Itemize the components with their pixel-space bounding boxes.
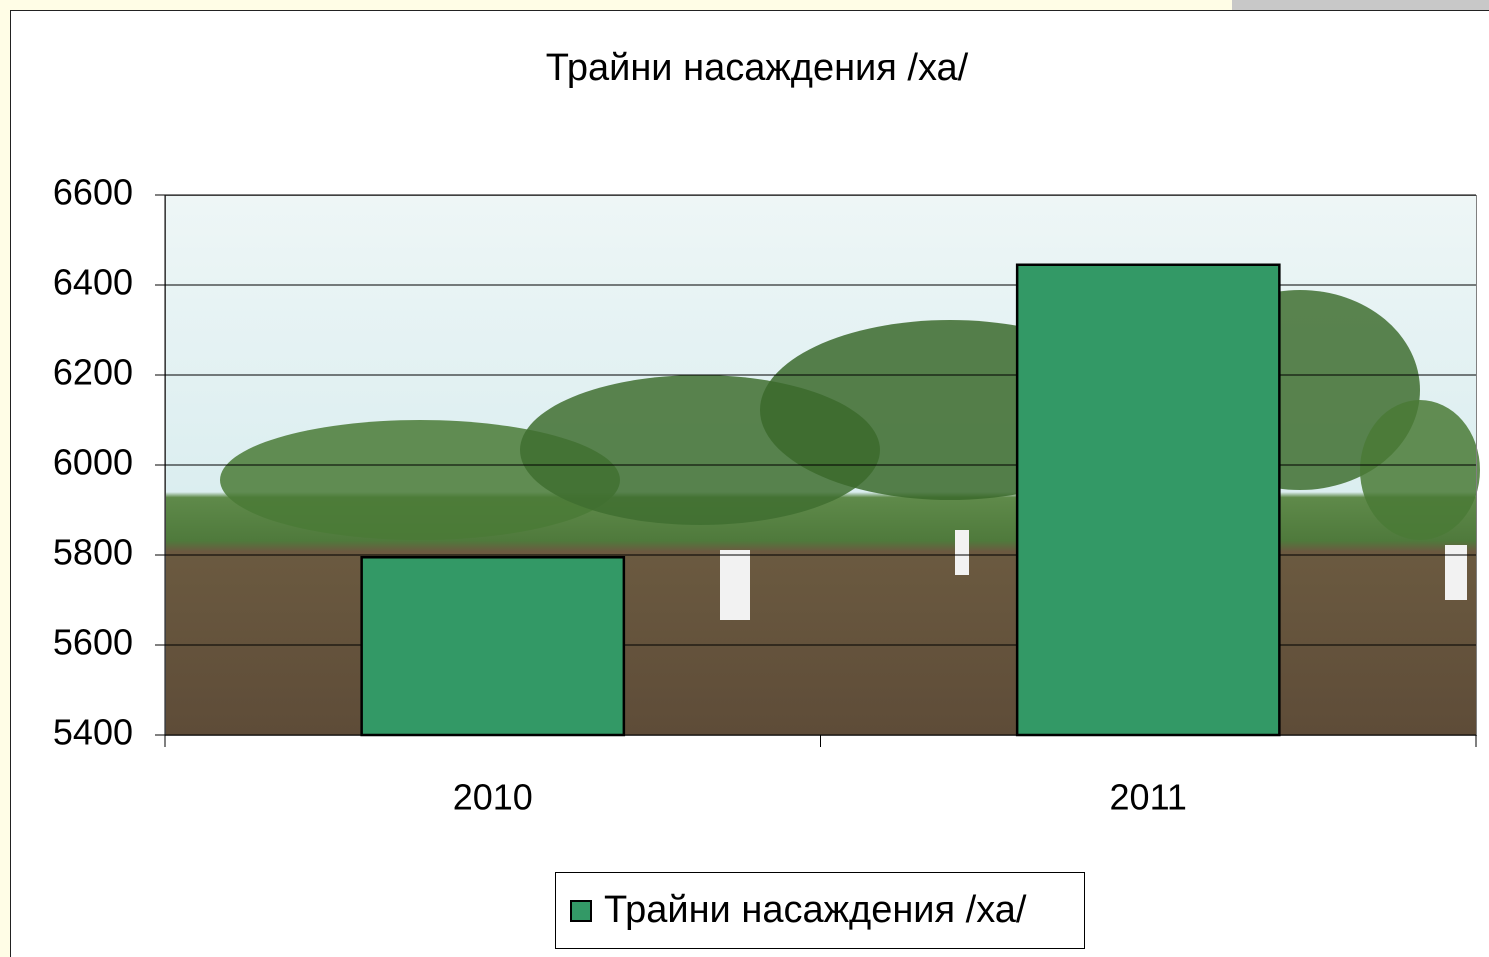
x-tick-label: 2010 [453,777,533,818]
bar [1015,263,1281,737]
y-tick-label: 6600 [53,172,133,213]
corner-tab [1232,0,1489,10]
x-tick-label: 2011 [1110,777,1187,818]
legend-swatch [570,900,592,922]
y-tick-label: 5400 [53,712,133,753]
legend-label: Трайни насаждения /ха/ [604,889,1027,931]
y-tick-label: 6400 [53,262,133,303]
y-tick-label: 6000 [53,442,133,483]
legend-box [555,872,1085,949]
y-tick-label: 6200 [53,352,133,393]
bar [360,556,626,737]
y-tick-label: 5800 [53,532,133,573]
y-tick-label: 5600 [53,622,133,663]
chart-title: Трайни насаждения /ха/ [546,47,969,89]
legend: Трайни насаждения /ха/ [555,872,1085,949]
